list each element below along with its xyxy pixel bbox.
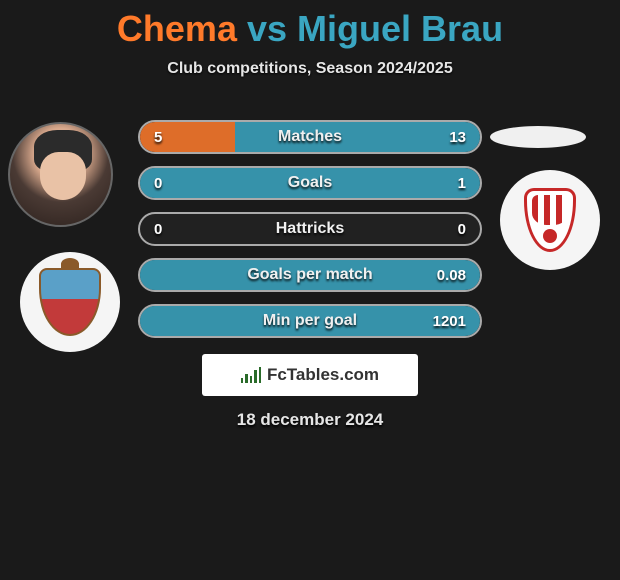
stat-right-value: 0	[458, 221, 466, 238]
site-badge-text: FcTables.com	[267, 365, 379, 385]
stat-label: Goals	[288, 174, 332, 192]
stat-left-value: 5	[154, 129, 162, 146]
comparison-title: Chema vs Miguel Brau	[0, 0, 620, 50]
bar-chart-icon	[241, 367, 261, 383]
vs-text: vs	[247, 8, 287, 49]
subtitle: Club competitions, Season 2024/2025	[0, 60, 620, 78]
stat-row-goals: 0 Goals 1	[138, 166, 482, 200]
stat-label: Goals per match	[247, 266, 372, 284]
player1-name: Chema	[117, 8, 237, 49]
stat-right-value: 0.08	[437, 267, 466, 284]
player1-club-crest	[20, 252, 120, 352]
granada-shield-icon	[524, 188, 576, 252]
stat-right-value: 1201	[433, 313, 466, 330]
stat-label: Matches	[278, 128, 342, 146]
stat-row-matches: 5 Matches 13	[138, 120, 482, 154]
eibar-shield-icon	[39, 268, 101, 336]
player2-club-crest	[500, 170, 600, 270]
stat-left-value: 0	[154, 175, 162, 192]
stat-label: Min per goal	[263, 312, 357, 330]
stat-row-min-per-goal: Min per goal 1201	[138, 304, 482, 338]
stat-label: Hattricks	[276, 220, 344, 238]
date-text: 18 december 2024	[0, 410, 620, 430]
stat-right-value: 13	[449, 129, 466, 146]
site-badge[interactable]: FcTables.com	[202, 354, 418, 396]
stat-left-value: 0	[154, 221, 162, 238]
stat-bar-right	[235, 122, 480, 152]
player2-name: Miguel Brau	[297, 8, 503, 49]
stat-row-hattricks: 0 Hattricks 0	[138, 212, 482, 246]
stat-row-goals-per-match: Goals per match 0.08	[138, 258, 482, 292]
player2-avatar	[490, 126, 586, 148]
stats-container: 5 Matches 13 0 Goals 1 0 Hattricks 0 Goa…	[138, 120, 482, 350]
player1-avatar	[8, 122, 113, 227]
stat-right-value: 1	[458, 175, 466, 192]
